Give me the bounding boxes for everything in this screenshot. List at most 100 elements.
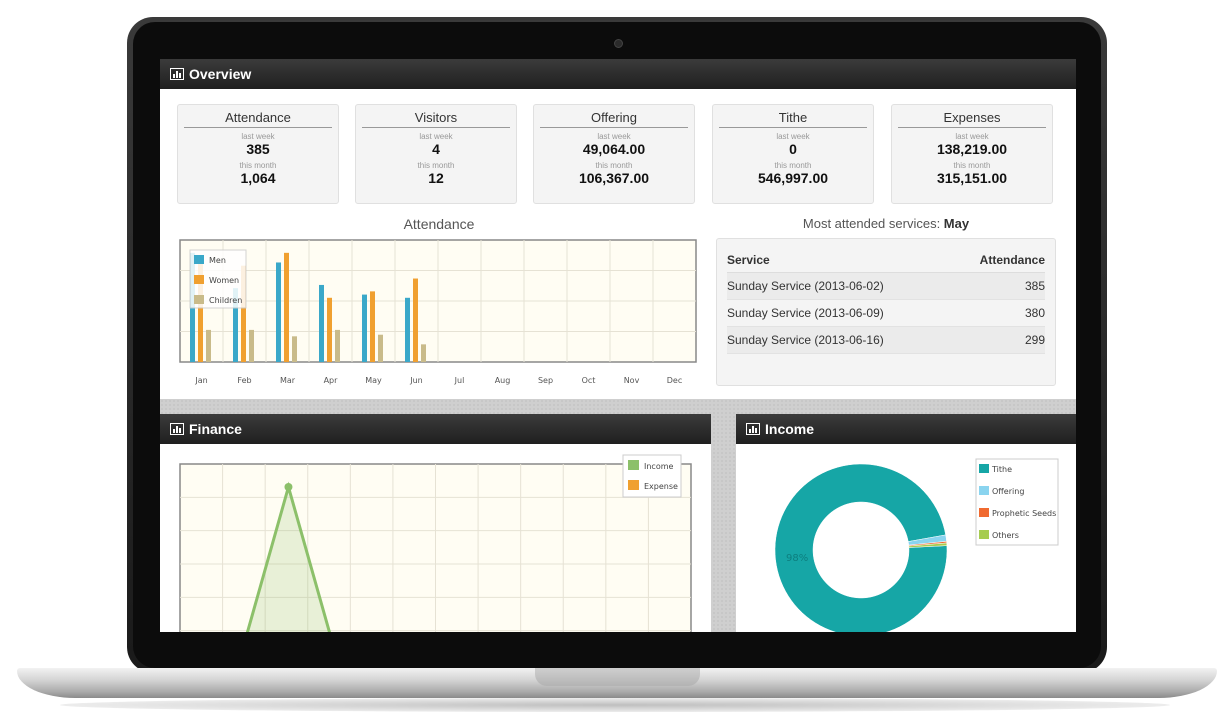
stat-value: 546,997.00 [757,170,829,186]
legend-label: Men [209,256,226,265]
table-row: Sunday Service (2013-06-16) 299 [727,326,1045,354]
legend-label: Offering [992,487,1024,496]
legend-label: Women [209,276,239,285]
x-tick-label: May [365,376,382,385]
bar-chart-icon [170,68,184,80]
bar-children [206,329,211,362]
bar-children [421,344,426,362]
stat-title: Visitors [362,110,510,128]
stat-label: this month [417,161,455,170]
stat-card-attendance: Attendance last week 385 this month 1,06… [177,104,339,204]
most-attended-table: Service Attendance Sunday Service (2013-… [727,247,1045,354]
stat-title: Expenses [898,110,1046,128]
stat-card-expenses: Expenses last week 138,219.00 this month… [891,104,1053,204]
finance-title: Finance [189,421,242,437]
stat-label: last week [776,132,810,141]
stat-value: 138,219.00 [936,141,1008,157]
legend-label: Income [644,462,674,471]
stat-value: 315,151.00 [936,170,1008,186]
bar-men [319,284,324,362]
finance-panel: Finance Income Expense [160,414,711,632]
attendance-cell: 385 [951,272,1045,300]
bar-men [362,294,367,362]
stat-label: last week [597,132,631,141]
stat-label: this month [774,161,812,170]
bar-men [233,288,238,362]
legend-swatch [194,295,204,304]
x-tick-label: Aug [495,376,511,385]
screen: Overview Attendance last week 385 this m… [160,59,1076,632]
pie-slice [774,463,948,632]
bar-women [327,297,332,362]
laptop-notch [535,668,700,686]
legend-swatch [194,255,204,264]
stat-value: 49,064.00 [582,141,646,157]
bar-men [276,262,281,362]
legend-swatch [628,480,639,490]
income-chart: 98% Tithe Offering Prophetic Seeds Others [774,458,1059,632]
overview-title: Overview [189,66,252,82]
bar-children [249,329,254,362]
x-tick-label: Nov [624,376,640,385]
legend-label: Prophetic Seeds [992,509,1056,518]
stat-value: 12 [428,170,444,186]
x-tick-label: Apr [324,376,339,385]
stat-value: 1,064 [240,170,276,186]
service-cell: Sunday Service (2013-06-16) [727,326,952,354]
bar-women [198,262,203,362]
overview-panel: Overview Attendance last week 385 this m… [160,59,1076,399]
attendance-chart: Jan Feb Mar Apr May Jun Jul Aug Sep Oct Nov Dec Men W… [179,239,697,385]
bar-women [370,291,375,362]
x-tick-label: Jan [194,376,207,385]
stat-card-visitors: Visitors last week 4 this month 12 [355,104,517,204]
column-header-service: Service [727,247,952,273]
stat-label: this month [239,161,277,170]
most-attended-month: May [943,216,970,231]
bar-women [413,278,418,362]
x-tick-label: Jun [409,376,423,385]
x-tick-label: Mar [280,376,296,385]
x-tick-label: Jul [454,376,465,385]
legend-swatch [979,530,989,539]
attendance-chart-title: Attendance [403,216,475,232]
most-attended-table-box: Service Attendance Sunday Service (2013-… [716,238,1056,386]
table-row: Sunday Service (2013-06-02) 385 [727,272,1045,300]
finance-chart: Income Expense [179,454,692,632]
legend-swatch [979,464,989,473]
stat-label: this month [595,161,633,170]
legend-swatch [194,275,204,284]
bar-women [284,252,289,362]
bar-chart-icon [170,423,184,435]
income-header: Income [736,414,1076,444]
service-cell: Sunday Service (2013-06-09) [727,299,952,327]
stat-value: 4 [432,141,440,157]
x-tick-label: Sep [538,376,553,385]
legend-swatch [628,460,639,470]
legend-label: Expense [644,482,678,491]
bar-children [378,334,383,362]
legend-label: Others [992,531,1019,540]
table-row: Sunday Service (2013-06-09) 380 [727,299,1045,327]
legend-swatch [979,508,989,517]
income-panel: Income 98% Tithe Offering Prophetic Seeds Ot… [736,414,1076,632]
stat-value: 106,367.00 [578,170,650,186]
most-attended-title: Most attended services: May [716,216,1056,231]
camera [614,39,623,48]
most-attended-prefix: Most attended services: [802,216,944,231]
legend-swatch [979,486,989,495]
attendance-cell: 380 [951,299,1045,327]
bar-children [292,336,297,362]
x-tick-label: Oct [582,376,596,385]
stat-value: 385 [246,141,270,157]
stat-card-tithe: Tithe last week 0 this month 546,997.00 [712,104,874,204]
x-tick-label: Dec [667,376,682,385]
income-area [247,487,330,632]
attendance-cell: 299 [951,326,1045,354]
x-tick-label: Feb [237,376,251,385]
column-header-attendance: Attendance [951,247,1045,273]
stat-label: last week [419,132,453,141]
overview-header: Overview [160,59,1076,89]
pie-slice [908,542,948,548]
pie-data-label: 98% [786,553,808,564]
income-point [284,483,293,491]
